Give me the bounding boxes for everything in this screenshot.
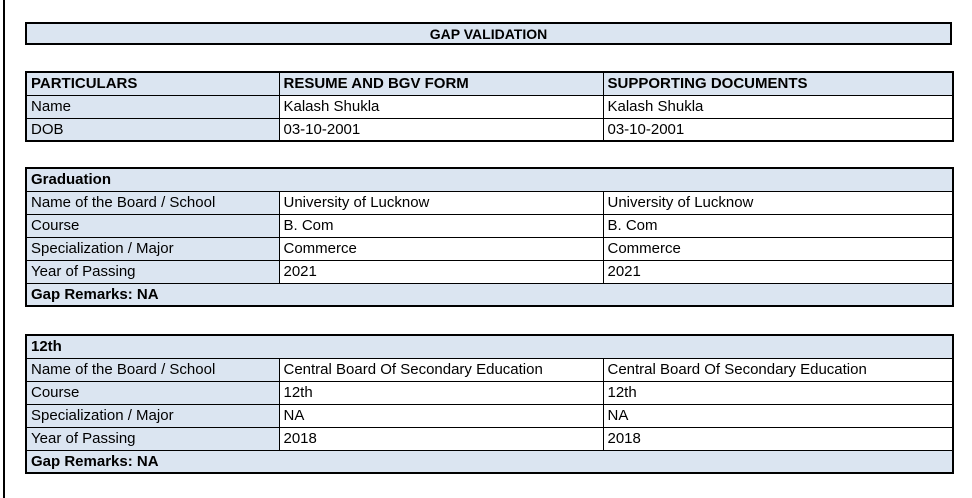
row-label: Name of the Board / School <box>25 357 280 382</box>
cell-value: NA <box>602 403 954 428</box>
cell-value: 03-10-2001 <box>602 117 954 142</box>
page-edge-line <box>3 0 5 498</box>
table-row-specialization: Specialization / Major Commerce Commerce <box>25 236 954 261</box>
section-title: Graduation <box>25 167 954 192</box>
document-content: GAP VALIDATION PARTICULARS RESUME AND BG… <box>25 0 955 474</box>
table-row-year-of-passing: Year of Passing 2018 2018 <box>25 426 954 451</box>
cell-value: B. Com <box>278 213 604 238</box>
cell-value: Kalash Shukla <box>602 94 954 119</box>
table-header-row: PARTICULARS RESUME AND BGV FORM SUPPORTI… <box>25 71 954 96</box>
gap-remarks-row: Gap Remarks: NA <box>25 449 954 474</box>
cell-value: Kalash Shukla <box>278 94 604 119</box>
column-header-supporting-docs: SUPPORTING DOCUMENTS <box>602 71 954 96</box>
table-row-specialization: Specialization / Major NA NA <box>25 403 954 428</box>
row-label: DOB <box>25 117 280 142</box>
cell-value: 2021 <box>278 259 604 284</box>
cell-value: Commerce <box>602 236 954 261</box>
cell-value: 2021 <box>602 259 954 284</box>
column-header-resume-bgv: RESUME AND BGV FORM <box>278 71 604 96</box>
row-label: Specialization / Major <box>25 236 280 261</box>
gap-remarks: Gap Remarks: NA <box>25 282 954 307</box>
table-row-board-school: Name of the Board / School University of… <box>25 190 954 215</box>
section-title-row: 12th <box>25 334 954 359</box>
row-label: Course <box>25 213 280 238</box>
cell-value: NA <box>278 403 604 428</box>
row-label: Name of the Board / School <box>25 190 280 215</box>
row-label: Name <box>25 94 280 119</box>
page-title-bar: GAP VALIDATION <box>25 22 952 45</box>
row-label: Year of Passing <box>25 259 280 284</box>
cell-value: 03-10-2001 <box>278 117 604 142</box>
gap-remarks: Gap Remarks: NA <box>25 449 954 474</box>
page-title: GAP VALIDATION <box>429 25 548 42</box>
row-label: Year of Passing <box>25 426 280 451</box>
cell-value: B. Com <box>602 213 954 238</box>
cell-value: University of Lucknow <box>602 190 954 215</box>
section-title: 12th <box>25 334 954 359</box>
cell-value: 12th <box>602 380 954 405</box>
column-header-particulars: PARTICULARS <box>25 71 280 96</box>
cell-value: 2018 <box>278 426 604 451</box>
table-row-year-of-passing: Year of Passing 2021 2021 <box>25 259 954 284</box>
cell-value: Commerce <box>278 236 604 261</box>
cell-value: 2018 <box>602 426 954 451</box>
cell-value: 12th <box>278 380 604 405</box>
cell-value: University of Lucknow <box>278 190 604 215</box>
table-row-course: Course 12th 12th <box>25 380 954 405</box>
gap-remarks-row: Gap Remarks: NA <box>25 282 954 307</box>
table-12th: 12th Name of the Board / School Central … <box>25 334 955 474</box>
row-label: Specialization / Major <box>25 403 280 428</box>
table-row-board-school: Name of the Board / School Central Board… <box>25 357 954 382</box>
section-title-row: Graduation <box>25 167 954 192</box>
table-row-name: Name Kalash Shukla Kalash Shukla <box>25 94 954 119</box>
table-row-course: Course B. Com B. Com <box>25 213 954 238</box>
row-label: Course <box>25 380 280 405</box>
cell-value: Central Board Of Secondary Education <box>602 357 954 382</box>
table-row-dob: DOB 03-10-2001 03-10-2001 <box>25 117 954 142</box>
table-particulars: PARTICULARS RESUME AND BGV FORM SUPPORTI… <box>25 71 954 142</box>
cell-value: Central Board Of Secondary Education <box>278 357 604 382</box>
table-graduation: Graduation Name of the Board / School Un… <box>25 167 955 307</box>
